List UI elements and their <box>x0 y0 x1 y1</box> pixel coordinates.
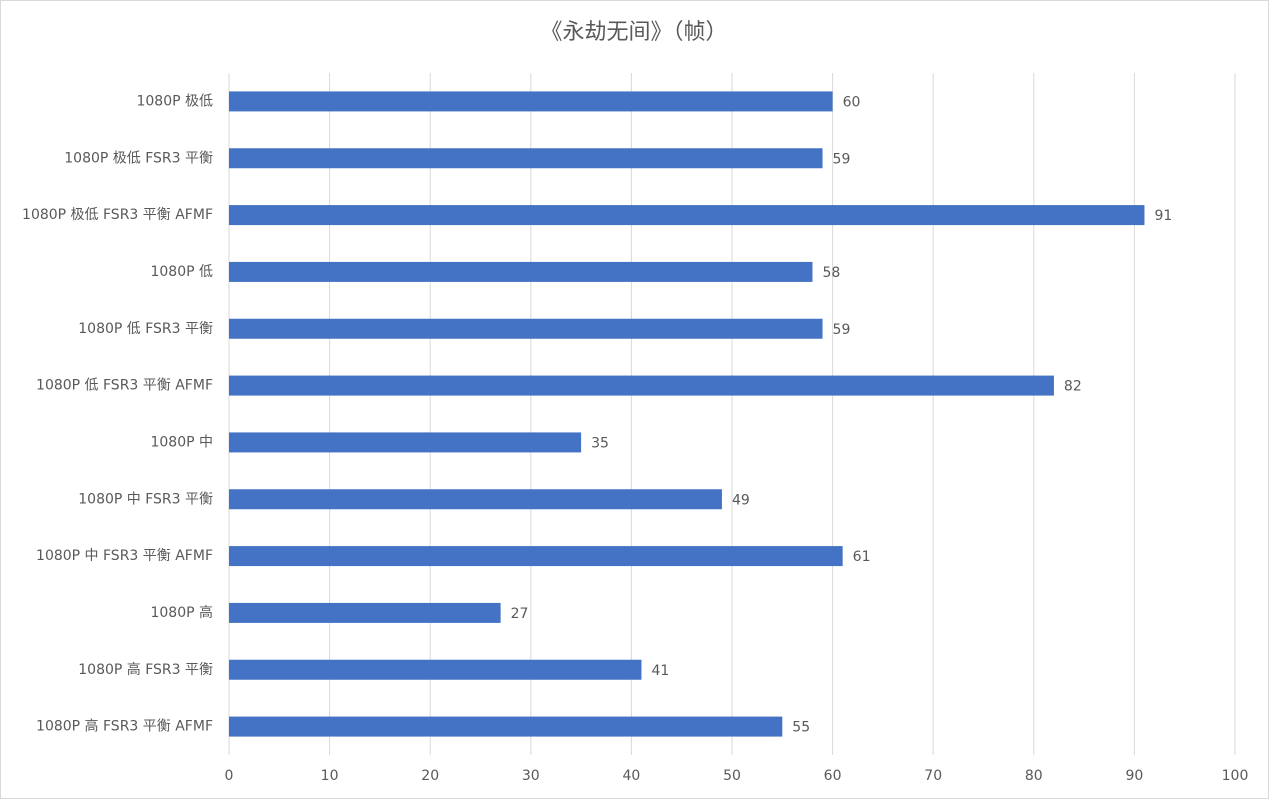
bar <box>229 205 1145 226</box>
x-tick-label: 50 <box>723 768 741 784</box>
bar <box>229 489 722 510</box>
data-label: 61 <box>853 549 871 565</box>
y-tick-label: 1080P 低 <box>150 264 213 280</box>
bar <box>229 546 843 567</box>
x-tick-label: 30 <box>522 768 540 784</box>
data-label: 60 <box>843 94 861 110</box>
y-tick-label: 1080P 中 FSR3 平衡 <box>78 491 213 507</box>
data-label: 91 <box>1154 208 1172 224</box>
y-tick-label: 1080P 极低 <box>136 93 213 109</box>
y-tick-label: 1080P 高 <box>150 604 213 621</box>
y-tick-label: 1080P 低 FSR3 平衡 AFMF <box>36 378 213 394</box>
y-tick-label: 1080P 中 <box>150 434 213 450</box>
bar <box>229 432 582 453</box>
data-label: 55 <box>792 720 810 736</box>
x-tick-label: 10 <box>321 768 339 784</box>
bar <box>229 716 783 737</box>
x-tick-label: 60 <box>824 768 842 784</box>
data-label: 59 <box>833 322 851 338</box>
bar <box>229 375 1054 396</box>
data-label: 35 <box>591 435 609 451</box>
y-tick-label: 1080P 极低 FSR3 平衡 AFMF <box>22 207 213 223</box>
y-tick-label: 1080P 高 FSR3 平衡 <box>78 661 213 678</box>
data-label: 59 <box>833 151 851 167</box>
x-tick-label: 100 <box>1222 768 1249 784</box>
bar <box>229 659 642 680</box>
bar <box>229 261 813 282</box>
x-tick-label: 90 <box>1125 768 1143 784</box>
data-label: 49 <box>732 492 750 508</box>
x-tick-label: 80 <box>1025 768 1043 784</box>
data-label: 58 <box>822 265 840 281</box>
x-tick-label: 0 <box>225 768 234 784</box>
bar <box>229 602 501 623</box>
data-label: 41 <box>651 663 669 679</box>
y-tick-label: 1080P 极低 FSR3 平衡 <box>64 150 213 166</box>
y-tick-label: 1080P 中 FSR3 平衡 AFMF <box>36 548 213 564</box>
x-tick-label: 40 <box>622 768 640 784</box>
y-tick-label: 1080P 高 FSR3 平衡 AFMF <box>36 718 213 735</box>
bar <box>229 91 833 112</box>
y-tick-label: 1080P 低 FSR3 平衡 <box>78 321 213 337</box>
data-label: 27 <box>511 606 529 622</box>
bar <box>229 148 823 169</box>
x-tick-label: 20 <box>421 768 439 784</box>
data-label: 82 <box>1064 379 1082 395</box>
chart-title: 《永劫无间》（帧） <box>540 20 727 45</box>
bar <box>229 318 823 339</box>
x-tick-label: 70 <box>924 768 942 784</box>
